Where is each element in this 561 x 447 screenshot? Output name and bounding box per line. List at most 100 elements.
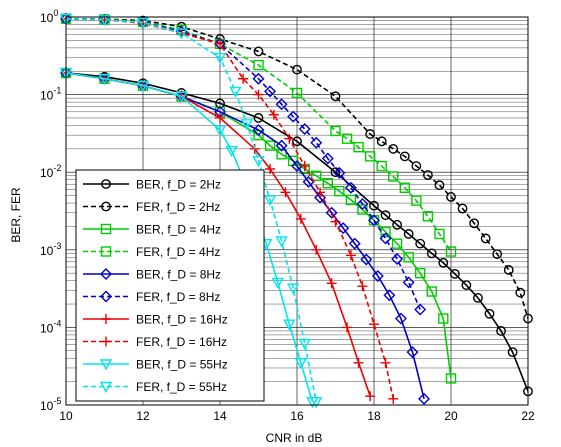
- data-point: [446, 192, 456, 202]
- legend-entry: BER, f_D = 16Hz: [83, 313, 228, 327]
- data-point: [391, 253, 404, 266]
- data-point: [402, 276, 415, 289]
- data-point: [434, 180, 445, 191]
- data-point: [337, 222, 350, 235]
- x-tick-label: 16: [290, 409, 304, 423]
- data-point: [348, 237, 361, 250]
- data-point: [213, 52, 227, 65]
- data-point: [225, 145, 238, 158]
- y-tick-label: 10-4: [40, 318, 61, 335]
- data-point: [265, 163, 276, 174]
- data-point: [295, 213, 306, 224]
- data-point: [469, 218, 479, 229]
- data-point: [369, 200, 379, 211]
- data-point: [291, 87, 303, 99]
- data-point: [98, 74, 111, 86]
- y-tick-label: 10-1: [40, 86, 61, 103]
- data-point: [215, 38, 225, 49]
- data-point: [364, 151, 376, 162]
- legend-label: BER, f_D = 2Hz: [136, 178, 221, 192]
- data-point: [406, 346, 419, 359]
- data-point: [357, 281, 368, 292]
- data-point: [330, 91, 341, 102]
- legend-marker: [100, 290, 112, 303]
- data-point: [411, 195, 422, 206]
- data-point: [253, 113, 264, 123]
- data-point: [376, 136, 387, 147]
- data-point: [298, 123, 311, 136]
- legend-entry: BER, f_D = 8Hz: [83, 268, 221, 282]
- data-point: [345, 250, 356, 261]
- data-point: [418, 392, 431, 405]
- data-point: [325, 206, 338, 219]
- data-point: [264, 85, 277, 98]
- legend-marker: [100, 223, 112, 235]
- data-point: [311, 244, 322, 255]
- data-point: [368, 214, 380, 227]
- data-point: [492, 249, 503, 260]
- axes-frame: [65, 16, 529, 406]
- x-axis-label: CNR in dB: [266, 431, 323, 445]
- data-point: [238, 73, 249, 84]
- data-point: [175, 28, 188, 40]
- data-point: [391, 238, 403, 249]
- data-point: [457, 203, 468, 214]
- data-point: [380, 357, 391, 368]
- series-line: [65, 17, 318, 402]
- legend-entry: BER, f_D = 55Hz: [83, 358, 228, 372]
- data-point: [434, 228, 445, 240]
- series-line: [65, 17, 529, 319]
- data-point: [252, 72, 265, 85]
- data-point: [379, 232, 392, 245]
- data-point: [426, 286, 437, 297]
- data-point: [59, 14, 73, 26]
- legend-label: BER, f_D = 4Hz: [136, 223, 221, 237]
- data-point: [175, 91, 188, 103]
- legend-box: [75, 169, 265, 402]
- data-point: [480, 233, 491, 244]
- data-point: [445, 373, 457, 384]
- legend-entry: FER, f_D = 55Hz: [83, 380, 227, 394]
- x-tick-label: 12: [136, 409, 150, 423]
- data-point: [342, 322, 353, 333]
- data-point: [98, 15, 111, 27]
- data-point: [302, 175, 315, 188]
- x-tick-label: 22: [521, 409, 535, 423]
- data-point: [353, 357, 364, 368]
- legend-entry: FER, f_D = 2Hz: [83, 200, 220, 214]
- legend-marker: [100, 246, 112, 257]
- data-point: [392, 219, 402, 230]
- data-point: [294, 358, 308, 370]
- legend-marker: [100, 268, 112, 280]
- data-point: [275, 98, 288, 111]
- legend-label: BER, f_D = 55Hz: [136, 358, 228, 372]
- data-point: [422, 170, 433, 180]
- data-point: [268, 109, 279, 120]
- data-point: [284, 133, 295, 144]
- data-point: [298, 338, 311, 350]
- data-point: [314, 191, 327, 204]
- legend-entry: FER, f_D = 4Hz: [83, 245, 220, 259]
- data-point: [414, 303, 427, 316]
- data-point: [321, 152, 334, 165]
- data-point: [426, 248, 437, 259]
- data-point: [344, 181, 357, 194]
- legend-entry: FER, f_D = 16Hz: [83, 335, 227, 349]
- data-point: [403, 252, 414, 263]
- data-point: [411, 161, 422, 171]
- data-point: [330, 125, 341, 137]
- data-point: [334, 185, 345, 197]
- data-point: [292, 136, 302, 147]
- data-point: [360, 253, 373, 266]
- legend-label: BER, f_D = 16Hz: [136, 313, 228, 327]
- data-point: [369, 319, 379, 330]
- y-tick-label: 10-3: [40, 241, 61, 258]
- data-point: [507, 347, 518, 358]
- legend-entry: BER, f_D = 4Hz: [83, 223, 221, 237]
- data-point: [445, 246, 457, 257]
- series-9: [59, 14, 323, 409]
- legend-marker: [101, 201, 111, 212]
- data-point: [503, 265, 514, 275]
- y-tick-label: 100: [40, 8, 58, 25]
- data-point: [356, 197, 369, 210]
